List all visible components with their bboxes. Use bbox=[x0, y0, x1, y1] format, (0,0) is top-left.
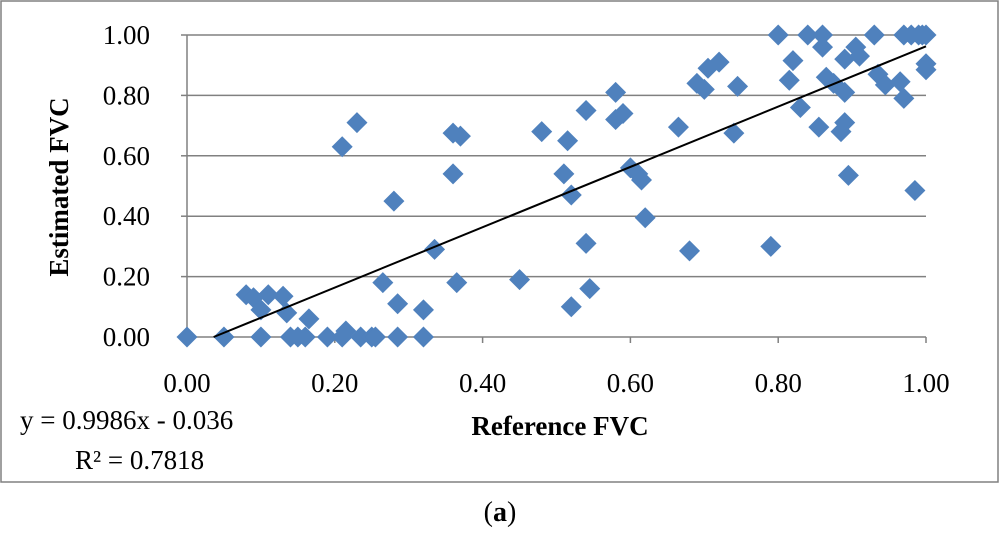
data-point bbox=[789, 96, 811, 118]
data-point bbox=[605, 81, 627, 103]
data-point bbox=[727, 75, 749, 97]
y-tick-label: 1.00 bbox=[103, 20, 150, 50]
y-tick-label: 0.20 bbox=[103, 262, 150, 292]
data-point bbox=[797, 24, 819, 46]
data-point bbox=[364, 326, 386, 348]
data-point bbox=[412, 326, 434, 348]
data-point bbox=[387, 293, 409, 315]
data-point bbox=[834, 112, 856, 134]
data-point bbox=[612, 103, 634, 125]
data-point bbox=[372, 272, 394, 294]
gridlines bbox=[181, 34, 926, 338]
data-point bbox=[383, 190, 405, 212]
data-point bbox=[176, 326, 198, 348]
x-tick-label: 0.20 bbox=[311, 368, 358, 398]
data-point bbox=[276, 302, 298, 324]
data-point bbox=[560, 296, 582, 318]
data-point bbox=[808, 116, 830, 138]
data-point bbox=[834, 48, 856, 70]
data-point bbox=[863, 24, 885, 46]
data-point bbox=[837, 164, 859, 186]
trendline-equation: y = 0.9986x - 0.036 bbox=[20, 405, 233, 435]
caption-open-paren: ( bbox=[483, 497, 493, 528]
data-point bbox=[350, 326, 372, 348]
data-point bbox=[915, 24, 937, 46]
data-point bbox=[767, 24, 789, 46]
data-point bbox=[575, 232, 597, 254]
data-point bbox=[331, 136, 353, 158]
x-tick-labels: 0.00 0.20 0.40 0.60 0.80 1.00 bbox=[163, 368, 949, 398]
data-point bbox=[213, 326, 235, 348]
data-point bbox=[634, 207, 656, 229]
data-point bbox=[782, 50, 804, 72]
x-tick-label: 0.80 bbox=[755, 368, 802, 398]
data-point bbox=[298, 308, 320, 330]
caption-letter: a bbox=[493, 497, 507, 528]
data-point bbox=[257, 284, 279, 306]
y-tick-label: 0.40 bbox=[103, 201, 150, 231]
data-point bbox=[760, 235, 782, 257]
y-tick-label: 0.60 bbox=[103, 141, 150, 171]
y-tick-labels: 0.00 0.20 0.40 0.60 0.80 1.00 bbox=[103, 20, 150, 352]
data-point bbox=[874, 74, 896, 96]
data-point bbox=[812, 36, 834, 58]
data-point bbox=[442, 163, 464, 185]
data-point bbox=[557, 130, 579, 152]
data-point bbox=[693, 78, 715, 100]
data-point bbox=[316, 326, 338, 348]
data-point bbox=[346, 112, 368, 134]
data-point bbox=[531, 121, 553, 143]
data-point bbox=[667, 116, 689, 138]
data-point bbox=[250, 326, 272, 348]
x-tick-label: 0.40 bbox=[459, 368, 506, 398]
x-tick-label: 1.00 bbox=[902, 368, 949, 398]
data-point bbox=[412, 299, 434, 321]
data-point bbox=[449, 125, 471, 147]
data-point bbox=[812, 24, 834, 46]
data-point bbox=[553, 163, 575, 185]
r-squared-value: R² = 0.7818 bbox=[75, 445, 204, 475]
data-point bbox=[387, 326, 409, 348]
data-point bbox=[446, 272, 468, 294]
data-point bbox=[243, 287, 265, 309]
x-tick-label: 0.00 bbox=[163, 368, 210, 398]
data-point bbox=[509, 269, 531, 291]
data-point bbox=[915, 59, 937, 81]
data-point bbox=[834, 81, 856, 103]
x-axis-title: Reference FVC bbox=[471, 411, 648, 441]
data-point bbox=[889, 71, 911, 93]
figure-caption: (a) bbox=[0, 497, 1000, 529]
data-point bbox=[294, 326, 316, 348]
y-tick-label: 0.00 bbox=[103, 322, 150, 352]
data-point bbox=[708, 51, 730, 73]
data-point bbox=[630, 169, 652, 191]
data-point bbox=[848, 45, 870, 67]
trendline bbox=[213, 45, 927, 338]
data-point bbox=[893, 87, 915, 109]
caption-close-paren: ) bbox=[507, 497, 517, 528]
data-point bbox=[579, 278, 601, 300]
x-tick-label: 0.60 bbox=[607, 368, 654, 398]
data-point bbox=[272, 285, 294, 307]
data-point bbox=[575, 100, 597, 121]
y-axis-title: Estimated FVC bbox=[44, 97, 74, 276]
data-point bbox=[904, 180, 926, 202]
data-point bbox=[679, 240, 701, 262]
y-tick-label: 0.80 bbox=[103, 80, 150, 110]
data-point bbox=[778, 69, 800, 91]
